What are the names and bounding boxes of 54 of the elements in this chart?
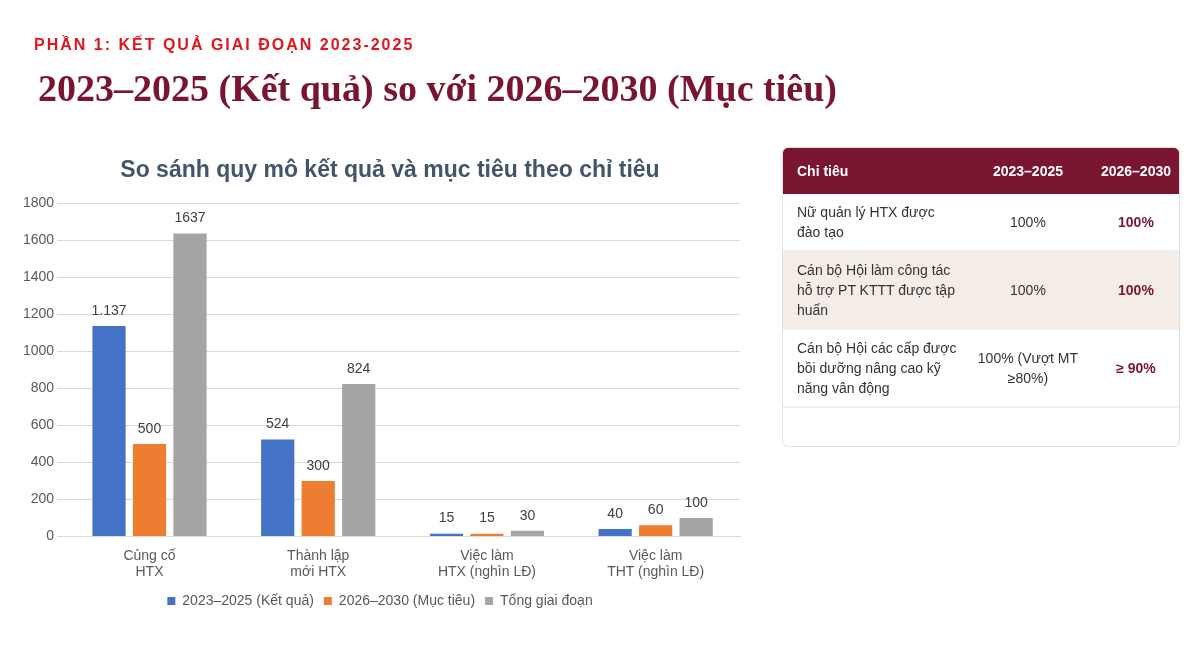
x-tick-label: Việc làm HTX (nghìn LĐ)	[437, 546, 536, 580]
bar	[132, 443, 167, 536]
data-label: 1637	[174, 209, 206, 226]
bar	[342, 383, 376, 536]
bar	[510, 530, 545, 536]
bar	[173, 233, 207, 536]
y-tick-label: 800	[30, 379, 55, 396]
text: 100% (Vượt MT ≥80%)	[977, 350, 1079, 386]
bar	[639, 525, 673, 536]
text: 100%	[1010, 282, 1046, 298]
bar	[679, 517, 713, 536]
category-label: Nữ quản lý HTX được đào tạo	[797, 204, 935, 240]
y-tick-label: 0	[46, 527, 55, 544]
y-tick-label: 400	[30, 453, 55, 470]
category-label: 2023–2025	[963, 148, 1093, 194]
text: 100%	[1010, 214, 1046, 230]
category-label: 2026–2030	[1092, 148, 1179, 194]
data-label: 824	[347, 359, 371, 376]
y-tick-label: 1800	[22, 194, 55, 211]
data-label: 524	[266, 415, 290, 432]
bar	[301, 480, 335, 536]
data-label: 1.137	[91, 301, 127, 318]
data-label: 300	[306, 456, 331, 473]
bar	[261, 439, 295, 536]
y-tick-label: 1000	[22, 342, 55, 359]
data-label: 60	[647, 501, 664, 518]
legend-label: 2026–2030 (Mục tiêu)	[338, 591, 476, 608]
data-label: 40	[607, 504, 624, 521]
text: 2023–2025 (Kết quả) so với 2026–2030 (Mục tiêu)	[38, 66, 837, 110]
x-tick-label: Thành lập mới HTX	[287, 546, 350, 580]
y-tick-label: 200	[30, 490, 55, 507]
legend-label: 2023–2025 (Kết quả)	[182, 591, 314, 608]
y-tick-label: 1600	[22, 231, 55, 248]
y-tick-label: 1200	[22, 305, 55, 322]
data-label: 15	[479, 509, 495, 526]
y-tick-label: 1400	[22, 268, 55, 285]
data-label: 15	[438, 509, 455, 526]
y-tick-label: 600	[30, 416, 55, 433]
text: 100%	[1118, 282, 1154, 298]
bar	[92, 326, 126, 536]
text: ≥ 90%	[1116, 360, 1156, 376]
category-label: Cán bộ Hội các cấp được bồi dưỡng nâng cao kỹ năng vân động	[797, 340, 957, 396]
text: 100%	[1118, 214, 1154, 230]
text: PHẦN 1: KẾT QUẢ GIAI ĐOẠN 2023-2025	[34, 36, 415, 54]
chart-title: So sánh quy mô kết quả và mục tiêu theo chỉ tiêu	[119, 156, 661, 183]
data-label: 100	[684, 493, 709, 510]
data-label: 500	[137, 419, 162, 436]
x-tick-label: Việc làm THT (nghìn LĐ)	[607, 546, 705, 580]
category-label: Cán bộ Hội làm công tác hỗ trợ PT KTTT được tập huấn	[797, 262, 955, 318]
data-label: 30	[519, 506, 536, 523]
category-label: Chỉ tiêu	[783, 148, 963, 194]
bar	[598, 529, 632, 536]
x-tick-label: Củng cố HTX	[123, 546, 176, 580]
legend-label: Tổng giai đoạn	[500, 591, 593, 608]
